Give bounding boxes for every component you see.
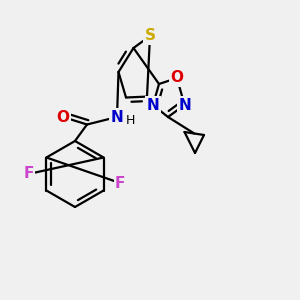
Text: S: S [145,28,155,44]
Text: H: H [126,113,135,127]
Text: N: N [111,110,123,124]
Text: N: N [178,98,191,112]
Text: O: O [170,70,184,86]
Text: F: F [23,167,34,182]
Text: N: N [147,98,159,112]
Text: O: O [56,110,70,124]
Text: F: F [115,176,125,190]
